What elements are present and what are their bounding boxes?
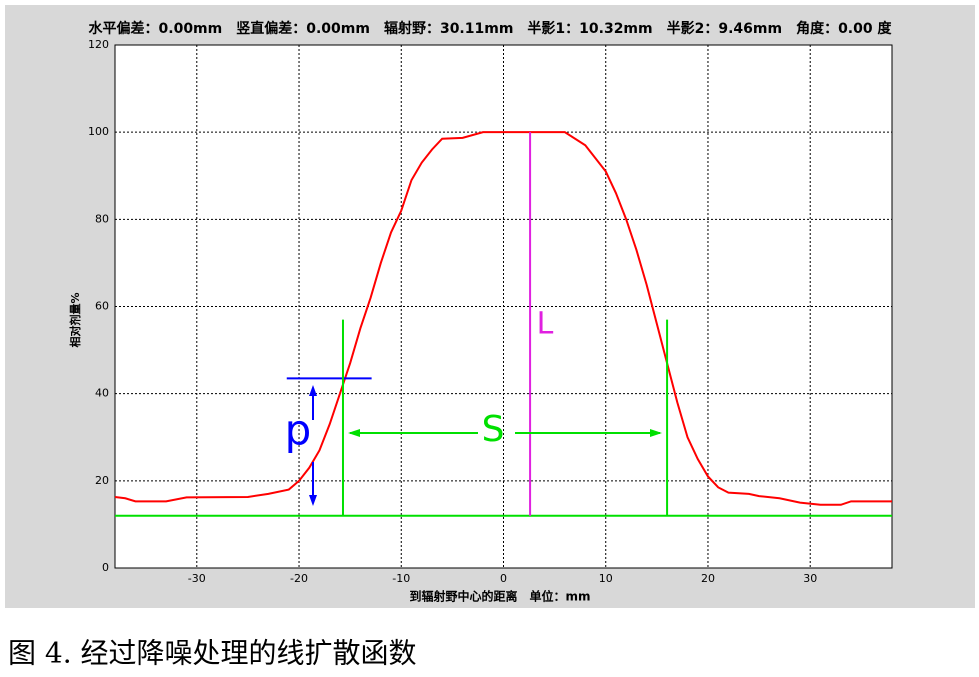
annotation: L [537, 307, 554, 342]
y-tick-label: 40 [95, 387, 109, 400]
y-tick-label: 80 [95, 212, 109, 225]
y-tick-label: 20 [95, 474, 109, 487]
x-tick-label: -20 [290, 572, 308, 585]
y-tick-label: 60 [95, 300, 109, 313]
x-tick-label: 20 [701, 572, 715, 585]
caption: 图 4. 经过降噪处理的线扩散函数 [8, 637, 417, 670]
y-axis-label: 相对剂量% [68, 292, 82, 347]
chart-title: 水平偏差：0.00mm 竖直偏差：0.00mm 辐射野：30.11mm 半影1：… [89, 20, 893, 37]
x-tick-label: -30 [188, 572, 206, 585]
x-tick-label: 30 [803, 572, 817, 585]
y-tick-label: 100 [88, 125, 109, 138]
annotation: p [285, 406, 312, 455]
x-tick-label: 0 [500, 572, 507, 585]
plot-layer: 0 20 40 60 80 100 120 -30 -20 -10 0 10 20 30 [88, 38, 892, 585]
y-tick-label: 0 [102, 561, 109, 574]
x-tick-label: -10 [392, 572, 410, 585]
x-tick-label: 10 [599, 572, 613, 585]
y-tick-label: 120 [88, 38, 109, 51]
x-axis-label: 到辐射野中心的距离 单位：mm [409, 589, 590, 604]
annotation: S [482, 409, 505, 450]
data-line [114, 131, 892, 506]
